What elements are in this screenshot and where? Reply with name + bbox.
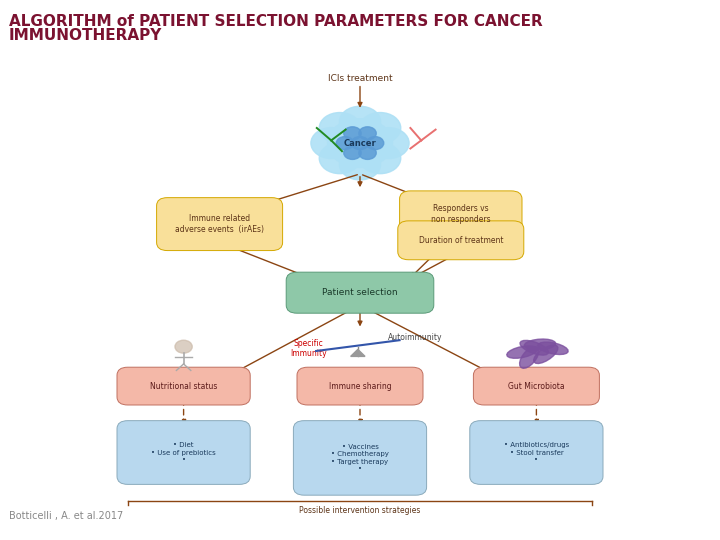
Text: Possible intervention strategies: Possible intervention strategies: [300, 506, 420, 515]
Circle shape: [339, 106, 381, 137]
FancyBboxPatch shape: [397, 221, 524, 260]
Text: Duration of treatment: Duration of treatment: [418, 236, 503, 245]
FancyBboxPatch shape: [156, 198, 282, 251]
Text: Immune related
adverse events  (irAEs): Immune related adverse events (irAEs): [175, 214, 264, 234]
Circle shape: [351, 137, 369, 150]
Text: • Vaccines
• Chemotherapy
• Target therapy
•: • Vaccines • Chemotherapy • Target thera…: [331, 444, 389, 472]
Polygon shape: [520, 340, 549, 355]
FancyBboxPatch shape: [117, 421, 251, 484]
Polygon shape: [538, 342, 568, 355]
Circle shape: [328, 119, 392, 167]
Text: • Diet
• Use of prebiotics
•: • Diet • Use of prebiotics •: [151, 442, 216, 463]
FancyBboxPatch shape: [294, 421, 426, 495]
Circle shape: [343, 127, 361, 140]
Polygon shape: [507, 346, 537, 358]
Text: ALGORITHM of PATIENT SELECTION PARAMETERS FOR CANCER: ALGORITHM of PATIENT SELECTION PARAMETER…: [9, 14, 542, 29]
Text: Nutritional status: Nutritional status: [150, 382, 217, 390]
Circle shape: [319, 112, 361, 144]
Circle shape: [368, 127, 409, 159]
Text: Specific
Immunity: Specific Immunity: [290, 339, 326, 358]
Circle shape: [336, 137, 354, 150]
Circle shape: [175, 340, 192, 353]
Polygon shape: [351, 349, 365, 356]
FancyBboxPatch shape: [474, 367, 599, 405]
Circle shape: [359, 143, 401, 174]
FancyBboxPatch shape: [117, 367, 251, 405]
Circle shape: [359, 146, 377, 159]
Text: ICIs treatment: ICIs treatment: [328, 74, 392, 83]
FancyBboxPatch shape: [400, 191, 522, 237]
FancyBboxPatch shape: [287, 272, 433, 313]
Text: IMMUNOTHERAPY: IMMUNOTHERAPY: [9, 28, 162, 43]
Text: Gut Microbiota: Gut Microbiota: [508, 382, 564, 390]
Polygon shape: [524, 339, 556, 350]
Polygon shape: [520, 347, 539, 368]
FancyBboxPatch shape: [469, 421, 603, 484]
Circle shape: [359, 127, 377, 140]
Circle shape: [343, 146, 361, 159]
Text: Responders vs
non responders: Responders vs non responders: [431, 204, 490, 224]
Circle shape: [319, 143, 361, 174]
Text: Autoimmunity: Autoimmunity: [387, 333, 442, 342]
Text: • Antibiotics/drugs
• Stool transfer
•: • Antibiotics/drugs • Stool transfer •: [504, 442, 569, 463]
Text: Immune sharing: Immune sharing: [329, 382, 391, 390]
Text: Patient selection: Patient selection: [322, 288, 398, 297]
Circle shape: [339, 149, 381, 180]
Circle shape: [366, 137, 384, 150]
Polygon shape: [534, 345, 558, 363]
Text: Botticelli , A. et al.2017: Botticelli , A. et al.2017: [9, 511, 123, 521]
Circle shape: [359, 112, 401, 144]
Text: Cancer: Cancer: [343, 139, 377, 147]
FancyBboxPatch shape: [297, 367, 423, 405]
Circle shape: [311, 127, 352, 159]
